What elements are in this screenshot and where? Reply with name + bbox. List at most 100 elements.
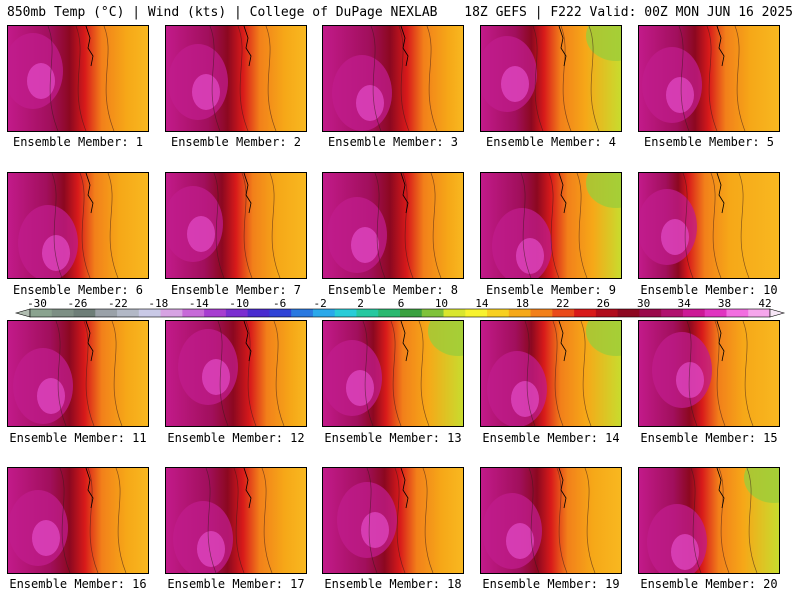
ensemble-member-label: Ensemble Member: 3 [327, 135, 459, 149]
colorbar-swatch [117, 309, 140, 317]
colorbar-tick-label: 10 [434, 297, 449, 310]
contour-line [706, 26, 718, 131]
ensemble-member-label: Ensemble Member: 4 [485, 135, 617, 149]
coastline [243, 173, 252, 214]
coastline [716, 173, 725, 214]
ensemble-member-label: Ensemble Member: 1 [12, 135, 144, 149]
colorbar-swatch [508, 309, 531, 317]
ensemble-map-panel [7, 172, 149, 279]
temperature-field-map [323, 173, 463, 278]
colorbar-swatch [30, 309, 53, 317]
contour-line [556, 468, 568, 573]
contour-line [107, 173, 119, 278]
temperature-field-map [166, 468, 306, 573]
map-title: 850mb Temp (°C) | Wind (kts) | College o… [7, 5, 438, 20]
coastline [400, 173, 409, 214]
temperature-colorbar [14, 308, 786, 318]
colorbar-tick-label: 42 [758, 297, 772, 310]
colorbar-tick-label: -22 [107, 297, 128, 310]
colorbar-swatch [51, 309, 74, 317]
ensemble-map-panel [638, 320, 780, 427]
colorbar-swatch [552, 309, 575, 317]
contour-line [584, 468, 596, 573]
ensemble-map-panel [322, 25, 464, 132]
colorbar-swatch [726, 309, 749, 317]
contour-line [402, 173, 414, 278]
colorbar-tick-label: 22 [556, 297, 570, 310]
coastline [400, 468, 409, 509]
contour-line [265, 26, 277, 131]
colorbar-swatch [530, 309, 553, 317]
ensemble-map-panel [638, 25, 780, 132]
ensemble-map-panel [322, 467, 464, 574]
model-run-info: 18Z GEFS | F222 Valid: 00Z MON JUN 16 20… [464, 5, 793, 20]
colorbar-swatch [704, 309, 727, 317]
coastline [716, 468, 725, 509]
colorbar-swatch [291, 309, 314, 317]
contour-line [261, 468, 273, 573]
contour-line [47, 26, 59, 131]
contour-line [59, 468, 71, 573]
contour-line [734, 26, 746, 131]
colorbar-tick-label: 6 [397, 297, 405, 310]
colorbar-swatch [225, 309, 249, 317]
cool-region [586, 321, 621, 356]
coastline [85, 26, 94, 67]
contour-line [418, 321, 430, 426]
contour-line [588, 26, 600, 131]
colorbar-tick-label: 14 [475, 297, 489, 310]
temperature-field-map [8, 26, 148, 131]
colorbar-swatch [639, 309, 662, 317]
temperature-field-map [166, 173, 306, 278]
contour-line [742, 321, 754, 426]
colorbar-swatch [378, 309, 401, 317]
contour-line [746, 468, 758, 573]
colorbar-tick-label: 2 [357, 297, 364, 310]
coastline [558, 321, 567, 362]
contour-line [390, 321, 402, 426]
ensemble-member-label: Ensemble Member: 2 [170, 135, 302, 149]
coastline [558, 173, 567, 214]
cool-region [428, 321, 463, 356]
colorbar-tick-label: 30 [637, 297, 651, 310]
colorbar-swatch [247, 309, 270, 317]
ensemble-map-panel [165, 25, 307, 132]
contour-line [241, 173, 253, 278]
contour-line [532, 26, 544, 131]
colorbar-tick-label: 18 [515, 297, 529, 310]
colorbar-swatch [73, 309, 96, 317]
contour-line [245, 321, 257, 426]
temperature-field-map [639, 321, 779, 426]
colorbar-swatch [182, 309, 205, 317]
temperature-field-map [8, 468, 148, 573]
colorbar-swatch [204, 309, 227, 317]
ensemble-member-label: Ensemble Member: 6 [12, 283, 144, 297]
contour-line [398, 26, 410, 131]
coastline [400, 321, 409, 362]
colorbar-swatch [160, 309, 183, 317]
contour-line [580, 321, 592, 426]
temperature-field-map [8, 321, 148, 426]
contour-line [366, 468, 378, 573]
contour-line [83, 321, 95, 426]
cool-region [744, 468, 779, 503]
contour-line [374, 173, 386, 278]
contour-line [103, 26, 115, 131]
temperature-field-map [323, 321, 463, 426]
ensemble-map-panel [480, 320, 622, 427]
colorbar-tick-label: 38 [717, 297, 732, 310]
contour-line [115, 468, 127, 573]
contour-line [394, 468, 406, 573]
contour-line [51, 173, 63, 278]
contour-line [560, 26, 572, 131]
contour-line [552, 321, 564, 426]
contour-line [269, 173, 281, 278]
cool-region [586, 26, 621, 61]
colorbar-swatch [334, 309, 357, 317]
ensemble-map-panel [480, 172, 622, 279]
coastline [558, 468, 567, 509]
ensemble-member-label: Ensemble Member: 12 [167, 431, 305, 445]
contour-line [710, 173, 722, 278]
colorbar-swatch [574, 309, 597, 317]
colorbar-swatch [312, 309, 336, 317]
